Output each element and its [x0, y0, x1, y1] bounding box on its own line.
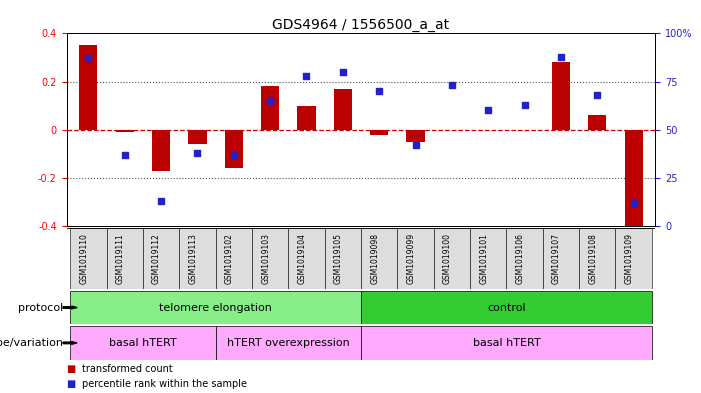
Bar [143, 228, 179, 289]
Point [482, 107, 494, 114]
Text: GSM1019102: GSM1019102 [225, 233, 234, 284]
Bar [79, 46, 97, 130]
Bar [361, 291, 652, 324]
Bar [288, 228, 325, 289]
Text: transformed count: transformed count [82, 364, 172, 374]
Bar [216, 326, 361, 360]
Text: GSM1019103: GSM1019103 [261, 233, 270, 284]
Text: telomere elongation: telomere elongation [159, 303, 272, 312]
Bar [261, 86, 279, 130]
Text: hTERT overexpression: hTERT overexpression [227, 338, 350, 348]
Text: ■: ■ [67, 364, 76, 374]
Text: GSM1019100: GSM1019100 [443, 233, 452, 284]
Bar [70, 291, 361, 324]
Bar [434, 228, 470, 289]
Text: GSM1019098: GSM1019098 [370, 233, 379, 284]
Bar [225, 130, 243, 168]
Point [519, 101, 530, 108]
Bar [543, 228, 579, 289]
Bar [361, 326, 652, 360]
Bar [325, 228, 361, 289]
Text: protocol: protocol [18, 303, 63, 312]
Point [83, 55, 94, 62]
Bar [370, 130, 388, 134]
Point [192, 150, 203, 156]
Bar [70, 326, 216, 360]
Bar [107, 228, 143, 289]
Bar [116, 130, 134, 132]
Point [628, 200, 639, 206]
Bar [625, 130, 643, 226]
Point [156, 198, 167, 204]
Text: GSM1019106: GSM1019106 [515, 233, 524, 284]
Bar [70, 228, 107, 289]
Text: GSM1019111: GSM1019111 [116, 233, 125, 284]
Point [592, 92, 603, 98]
Text: GSM1019113: GSM1019113 [189, 233, 198, 284]
Bar [407, 130, 425, 142]
Bar [297, 106, 315, 130]
Text: basal hTERT: basal hTERT [472, 338, 540, 348]
Text: GSM1019101: GSM1019101 [479, 233, 488, 284]
Title: GDS4964 / 1556500_a_at: GDS4964 / 1556500_a_at [273, 18, 449, 32]
Point [374, 88, 385, 94]
Text: genotype/variation: genotype/variation [0, 338, 63, 348]
Bar [252, 228, 288, 289]
Bar [470, 228, 506, 289]
Bar [216, 228, 252, 289]
Text: GSM1019105: GSM1019105 [334, 233, 343, 284]
Bar [152, 130, 170, 171]
Point [264, 97, 275, 104]
Text: percentile rank within the sample: percentile rank within the sample [82, 379, 247, 389]
Point [229, 152, 240, 158]
Bar [552, 62, 570, 130]
Bar [179, 228, 216, 289]
Point [119, 152, 130, 158]
Bar [615, 228, 652, 289]
Bar [588, 115, 606, 130]
Point [337, 69, 348, 75]
Point [447, 82, 458, 88]
Text: control: control [487, 303, 526, 312]
Text: GSM1019107: GSM1019107 [552, 233, 561, 284]
Text: GSM1019109: GSM1019109 [625, 233, 634, 284]
Text: GSM1019108: GSM1019108 [588, 233, 597, 284]
Point [555, 53, 566, 60]
Bar [189, 130, 207, 144]
Text: basal hTERT: basal hTERT [109, 338, 177, 348]
Bar [506, 228, 543, 289]
Text: GSM1019110: GSM1019110 [79, 233, 88, 284]
Bar [397, 228, 434, 289]
Text: ■: ■ [67, 379, 76, 389]
Bar [361, 228, 397, 289]
Point [301, 73, 312, 79]
Text: GSM1019104: GSM1019104 [297, 233, 306, 284]
Text: GSM1019112: GSM1019112 [152, 233, 161, 284]
Point [410, 142, 421, 148]
Text: GSM1019099: GSM1019099 [407, 233, 416, 284]
Bar [334, 89, 352, 130]
Bar [579, 228, 615, 289]
